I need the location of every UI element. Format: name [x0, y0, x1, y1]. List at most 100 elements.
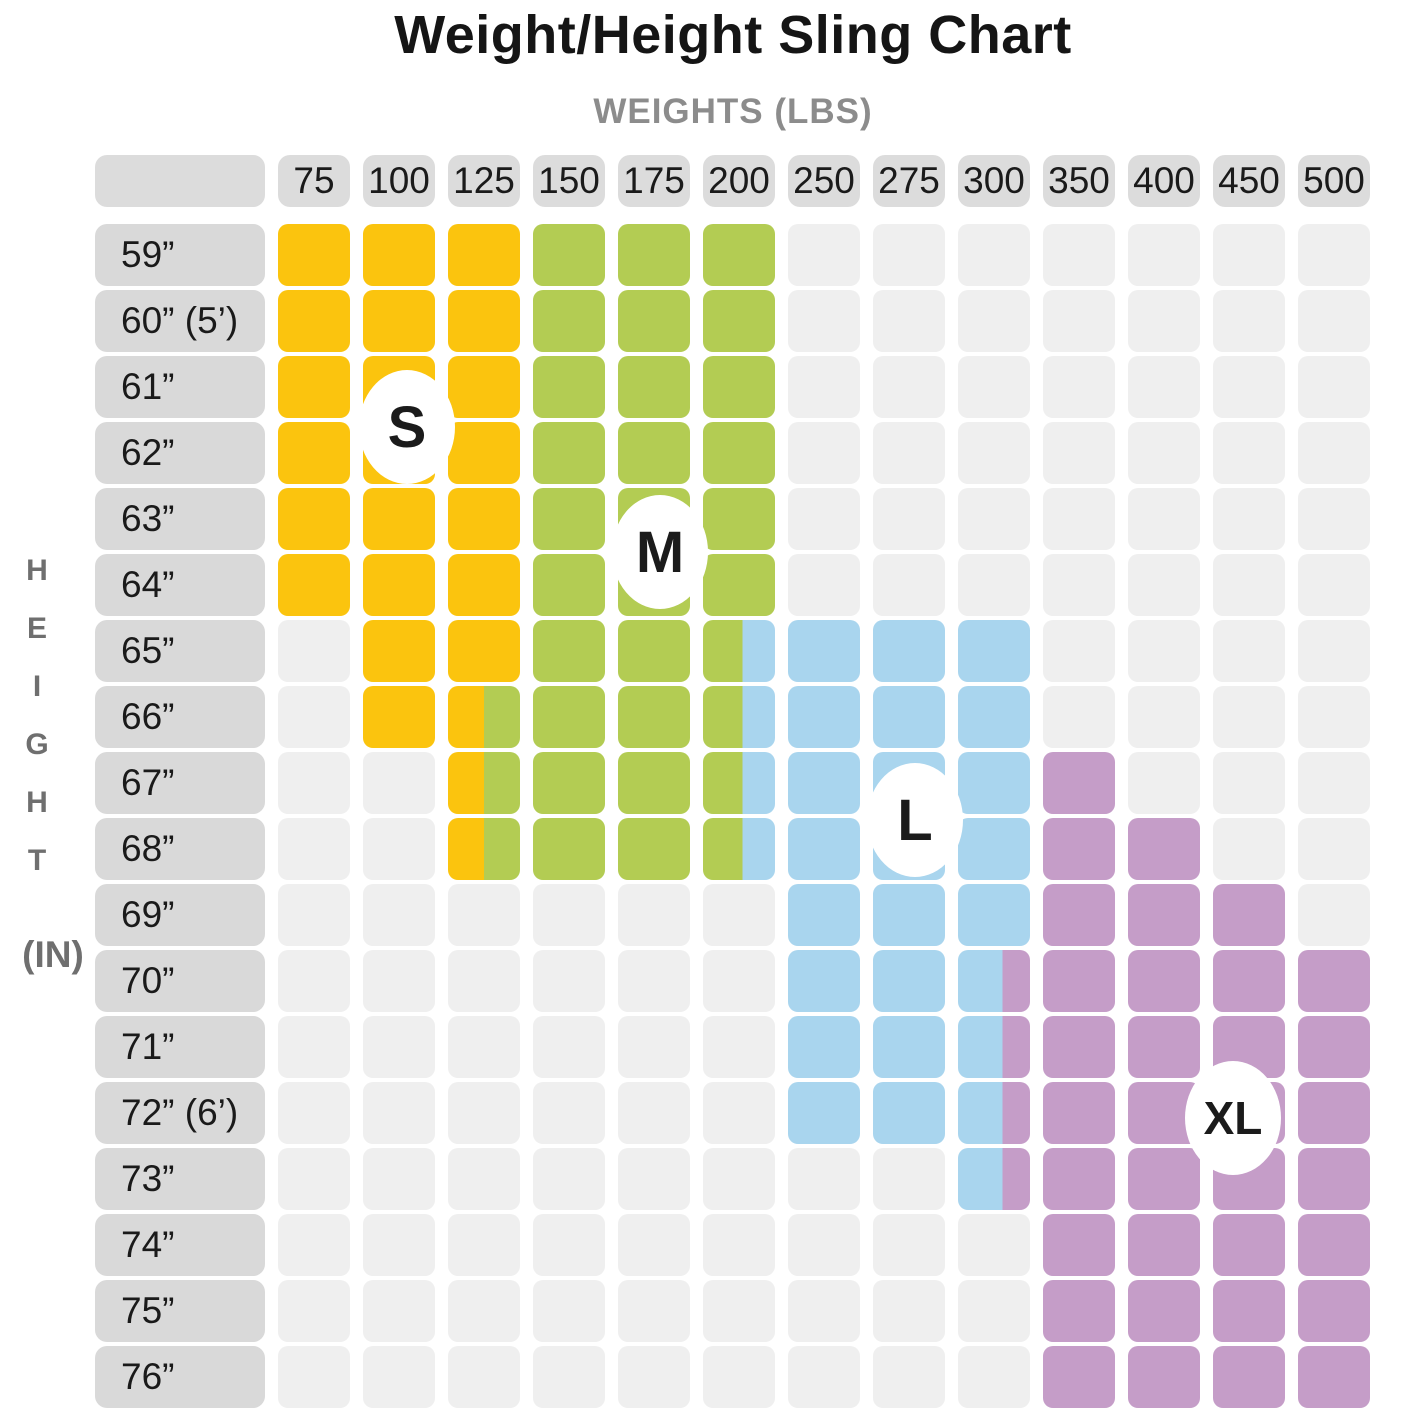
grid-cell: [788, 554, 860, 616]
grid-cell: [958, 1280, 1030, 1342]
grid-cell: [873, 884, 945, 946]
grid-cell: [618, 1346, 690, 1408]
grid-cell: [618, 884, 690, 946]
row-label: 68”: [95, 818, 265, 880]
grid-cell: [1043, 620, 1115, 682]
grid-cell: [533, 1148, 605, 1210]
grid-cell: [703, 356, 775, 418]
grid-cell: [703, 290, 775, 352]
grid-cell: [533, 620, 605, 682]
grid-cell: [1213, 224, 1285, 286]
grid-cell: [533, 1214, 605, 1276]
grid-cell: [363, 1016, 435, 1078]
grid-cell: [1298, 686, 1370, 748]
grid-cell: [448, 1346, 520, 1408]
row-label: 74”: [95, 1214, 265, 1276]
grid-cell: [1128, 356, 1200, 418]
grid-cell: [533, 818, 605, 880]
grid-cell: [363, 620, 435, 682]
grid-cell: [1213, 1214, 1285, 1276]
grid-cell: [1128, 884, 1200, 946]
chart-header: Weight/Height Sling Chart WEIGHTS (LBS): [95, 0, 1371, 132]
grid-cell: [618, 1148, 690, 1210]
column-header: 100: [363, 155, 435, 207]
grid-cell: [703, 1346, 775, 1408]
grid-cell: [618, 752, 690, 814]
grid-cell: [533, 1346, 605, 1408]
row-label: 59”: [95, 224, 265, 286]
grid-cell: [448, 1214, 520, 1276]
grid-cell: [363, 290, 435, 352]
grid-cell: [1298, 488, 1370, 550]
grid-cell: [873, 554, 945, 616]
grid-cell: [1043, 1148, 1115, 1210]
grid-cell: [703, 686, 775, 748]
grid-cell: [448, 818, 520, 880]
grid-cell: [618, 1082, 690, 1144]
grid-cell: [1213, 752, 1285, 814]
row-label: 76”: [95, 1346, 265, 1408]
grid-cell: [788, 1280, 860, 1342]
grid-cell: [1213, 884, 1285, 946]
y-axis-letter: G: [25, 728, 49, 761]
grid-cell: [363, 818, 435, 880]
grid-cell: [1043, 290, 1115, 352]
grid-cell: [873, 950, 945, 1012]
grid-cell: [278, 1082, 350, 1144]
grid-cell: [278, 818, 350, 880]
row-label: 61”: [95, 356, 265, 418]
grid-cell: [958, 422, 1030, 484]
grid-cell: [1128, 1280, 1200, 1342]
grid-cell: [958, 1148, 1030, 1210]
grid-cell: [1213, 290, 1285, 352]
grid-cell: [788, 1214, 860, 1276]
grid-cell: [1213, 1280, 1285, 1342]
grid-cell: [1298, 1082, 1370, 1144]
grid-cell: [618, 620, 690, 682]
grid-cell: [278, 290, 350, 352]
grid-cell: [958, 1016, 1030, 1078]
grid-cell: [1128, 488, 1200, 550]
grid-cell: [958, 620, 1030, 682]
grid-cell: [1128, 1214, 1200, 1276]
grid-cell: [363, 554, 435, 616]
grid-cell: [703, 554, 775, 616]
grid-cell: [873, 356, 945, 418]
size-grid: 75 100 125 150 175 200 250 275 300 350 400 450 500 59…: [95, 155, 1371, 1408]
grid-cell: [1043, 554, 1115, 616]
grid-cell: [533, 290, 605, 352]
grid-cell: [958, 224, 1030, 286]
grid-cell: [703, 950, 775, 1012]
column-header: 450: [1213, 155, 1285, 207]
y-axis-letter: I: [32, 670, 42, 703]
grid-cell: [278, 752, 350, 814]
grid-cell: [1043, 488, 1115, 550]
grid-cell: [1213, 554, 1285, 616]
grid-cell: [1043, 818, 1115, 880]
grid-cell: [448, 224, 520, 286]
column-header: 150: [533, 155, 605, 207]
grid-cell: [1128, 950, 1200, 1012]
grid-cell: [703, 224, 775, 286]
grid-cell: [278, 488, 350, 550]
grid-cell: [958, 1082, 1030, 1144]
grid-cell: [703, 488, 775, 550]
grid-cell: [958, 290, 1030, 352]
grid-cell: [1213, 422, 1285, 484]
grid-cell: [1128, 752, 1200, 814]
grid-cell: [278, 224, 350, 286]
grid-cell: [703, 620, 775, 682]
grid-cell: [278, 1016, 350, 1078]
grid-cell: [788, 884, 860, 946]
grid-cell: [448, 290, 520, 352]
grid-cell: [703, 1148, 775, 1210]
y-axis-letter: T: [27, 844, 47, 877]
grid-cell: [363, 1280, 435, 1342]
grid-cell: [788, 818, 860, 880]
grid-cell: [873, 224, 945, 286]
column-header: 125: [448, 155, 520, 207]
grid-cell: [1043, 950, 1115, 1012]
grid-cell: [788, 422, 860, 484]
grid-cell: [618, 1016, 690, 1078]
grid-cell: [533, 1082, 605, 1144]
